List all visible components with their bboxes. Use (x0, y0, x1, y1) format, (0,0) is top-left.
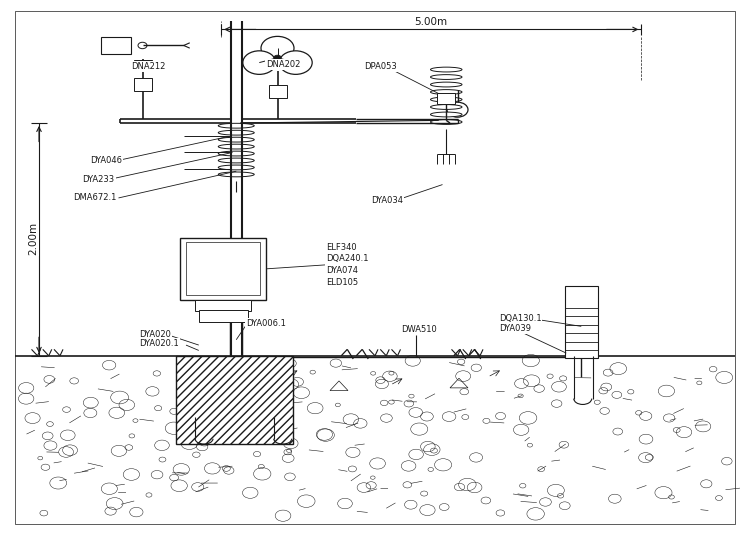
Ellipse shape (218, 144, 254, 149)
Bar (268, 85, 286, 98)
Ellipse shape (218, 165, 254, 170)
Circle shape (254, 284, 261, 289)
Ellipse shape (430, 119, 462, 125)
Bar (186, 242, 260, 295)
Text: DYA020.1: DYA020.1 (139, 339, 178, 348)
Bar (176, 356, 292, 444)
Circle shape (243, 51, 276, 74)
Text: DYA039: DYA039 (499, 324, 531, 333)
Circle shape (279, 51, 312, 74)
Circle shape (254, 247, 261, 253)
Ellipse shape (430, 67, 462, 72)
Text: DYA046: DYA046 (90, 156, 122, 165)
Bar (134, 60, 152, 70)
Ellipse shape (218, 137, 254, 142)
Text: 2.00m: 2.00m (28, 221, 38, 255)
Ellipse shape (430, 82, 462, 87)
Bar (195, 300, 251, 311)
Ellipse shape (430, 112, 462, 117)
Circle shape (138, 42, 147, 49)
Circle shape (261, 36, 294, 60)
Ellipse shape (430, 75, 462, 80)
Text: DQA130.1: DQA130.1 (499, 314, 542, 323)
Text: DMA672.1: DMA672.1 (74, 194, 117, 202)
Ellipse shape (218, 124, 254, 128)
Bar (565, 286, 598, 358)
Circle shape (202, 251, 244, 281)
Text: DNA202: DNA202 (266, 60, 301, 68)
Ellipse shape (218, 172, 254, 177)
Bar (101, 37, 131, 54)
Ellipse shape (430, 104, 462, 110)
Bar (180, 238, 266, 300)
Text: DYA020: DYA020 (139, 330, 170, 339)
Text: DWA510: DWA510 (401, 325, 437, 333)
Circle shape (274, 55, 281, 60)
Bar (134, 78, 152, 91)
Text: DPA053: DPA053 (364, 63, 397, 71)
Ellipse shape (218, 151, 254, 156)
Text: DYA233: DYA233 (82, 175, 115, 184)
Ellipse shape (430, 97, 462, 102)
Ellipse shape (430, 90, 462, 95)
Bar (437, 93, 455, 104)
Text: DYA006.1: DYA006.1 (246, 319, 286, 328)
Ellipse shape (218, 131, 254, 135)
Text: ELF340
DQA240.1
DYA074
ELD105: ELF340 DQA240.1 DYA074 ELD105 (326, 243, 369, 287)
Ellipse shape (218, 158, 254, 163)
Bar (199, 310, 248, 322)
Text: DNA212: DNA212 (131, 63, 166, 71)
Text: 5.00m: 5.00m (415, 17, 448, 27)
Circle shape (447, 102, 468, 117)
Text: DYA034: DYA034 (371, 196, 404, 205)
